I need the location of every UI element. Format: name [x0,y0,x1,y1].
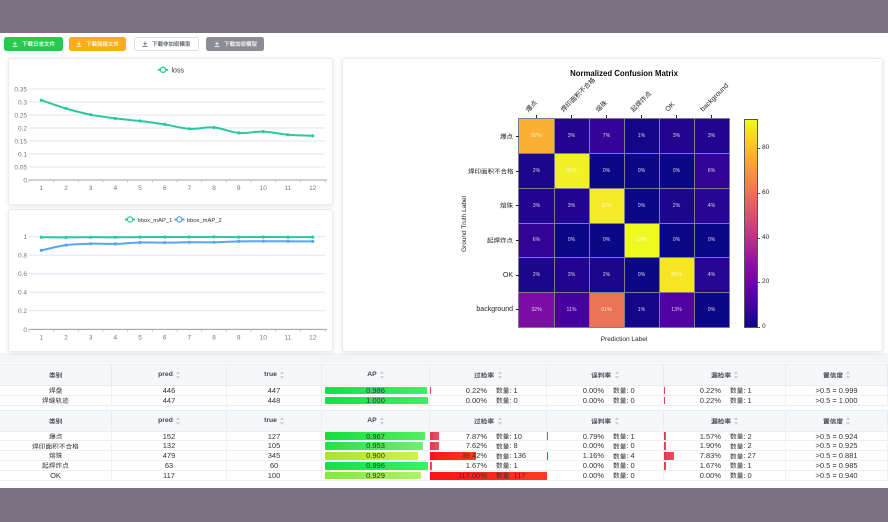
svg-text:11: 11 [285,185,292,192]
svg-text:0: 0 [23,177,27,184]
svg-text:0.25: 0.25 [14,112,27,119]
svg-text:0.1: 0.1 [18,151,27,158]
svg-text:2: 2 [64,334,68,341]
svg-text:3: 3 [89,185,93,192]
svg-text:0.8: 0.8 [18,253,27,260]
svg-text:7: 7 [187,185,191,192]
svg-text:4: 4 [113,334,117,341]
svg-text:loss: loss [172,67,185,74]
svg-text:10: 10 [260,185,268,192]
svg-text:5: 5 [138,334,142,341]
svg-text:6: 6 [163,334,167,341]
svg-text:11: 11 [285,334,292,341]
svg-text:bbox_mAP_1: bbox_mAP_1 [138,218,173,224]
svg-text:bbox_mAP_2: bbox_mAP_2 [187,218,222,224]
svg-text:9: 9 [237,334,241,341]
svg-text:0.6: 0.6 [18,271,27,278]
svg-text:0.2: 0.2 [18,308,27,315]
svg-text:8: 8 [212,334,216,341]
svg-text:0.4: 0.4 [18,290,27,297]
svg-text:6: 6 [163,185,167,192]
svg-text:5: 5 [138,185,142,192]
svg-text:1: 1 [39,334,43,341]
svg-text:10: 10 [260,334,268,341]
svg-text:8: 8 [212,185,216,192]
svg-text:2: 2 [64,185,68,192]
svg-text:3: 3 [89,334,93,341]
svg-text:0.15: 0.15 [14,138,27,145]
svg-text:0.05: 0.05 [14,164,27,171]
svg-text:1: 1 [39,185,43,192]
svg-text:12: 12 [309,185,317,192]
svg-text:4: 4 [113,185,117,192]
svg-text:1: 1 [23,234,27,241]
svg-text:0.35: 0.35 [14,86,27,93]
svg-text:9: 9 [237,185,241,192]
svg-text:0.3: 0.3 [18,99,27,106]
svg-text:0.2: 0.2 [18,125,27,132]
svg-text:0: 0 [23,327,27,334]
svg-text:12: 12 [309,334,317,341]
svg-text:7: 7 [187,334,191,341]
